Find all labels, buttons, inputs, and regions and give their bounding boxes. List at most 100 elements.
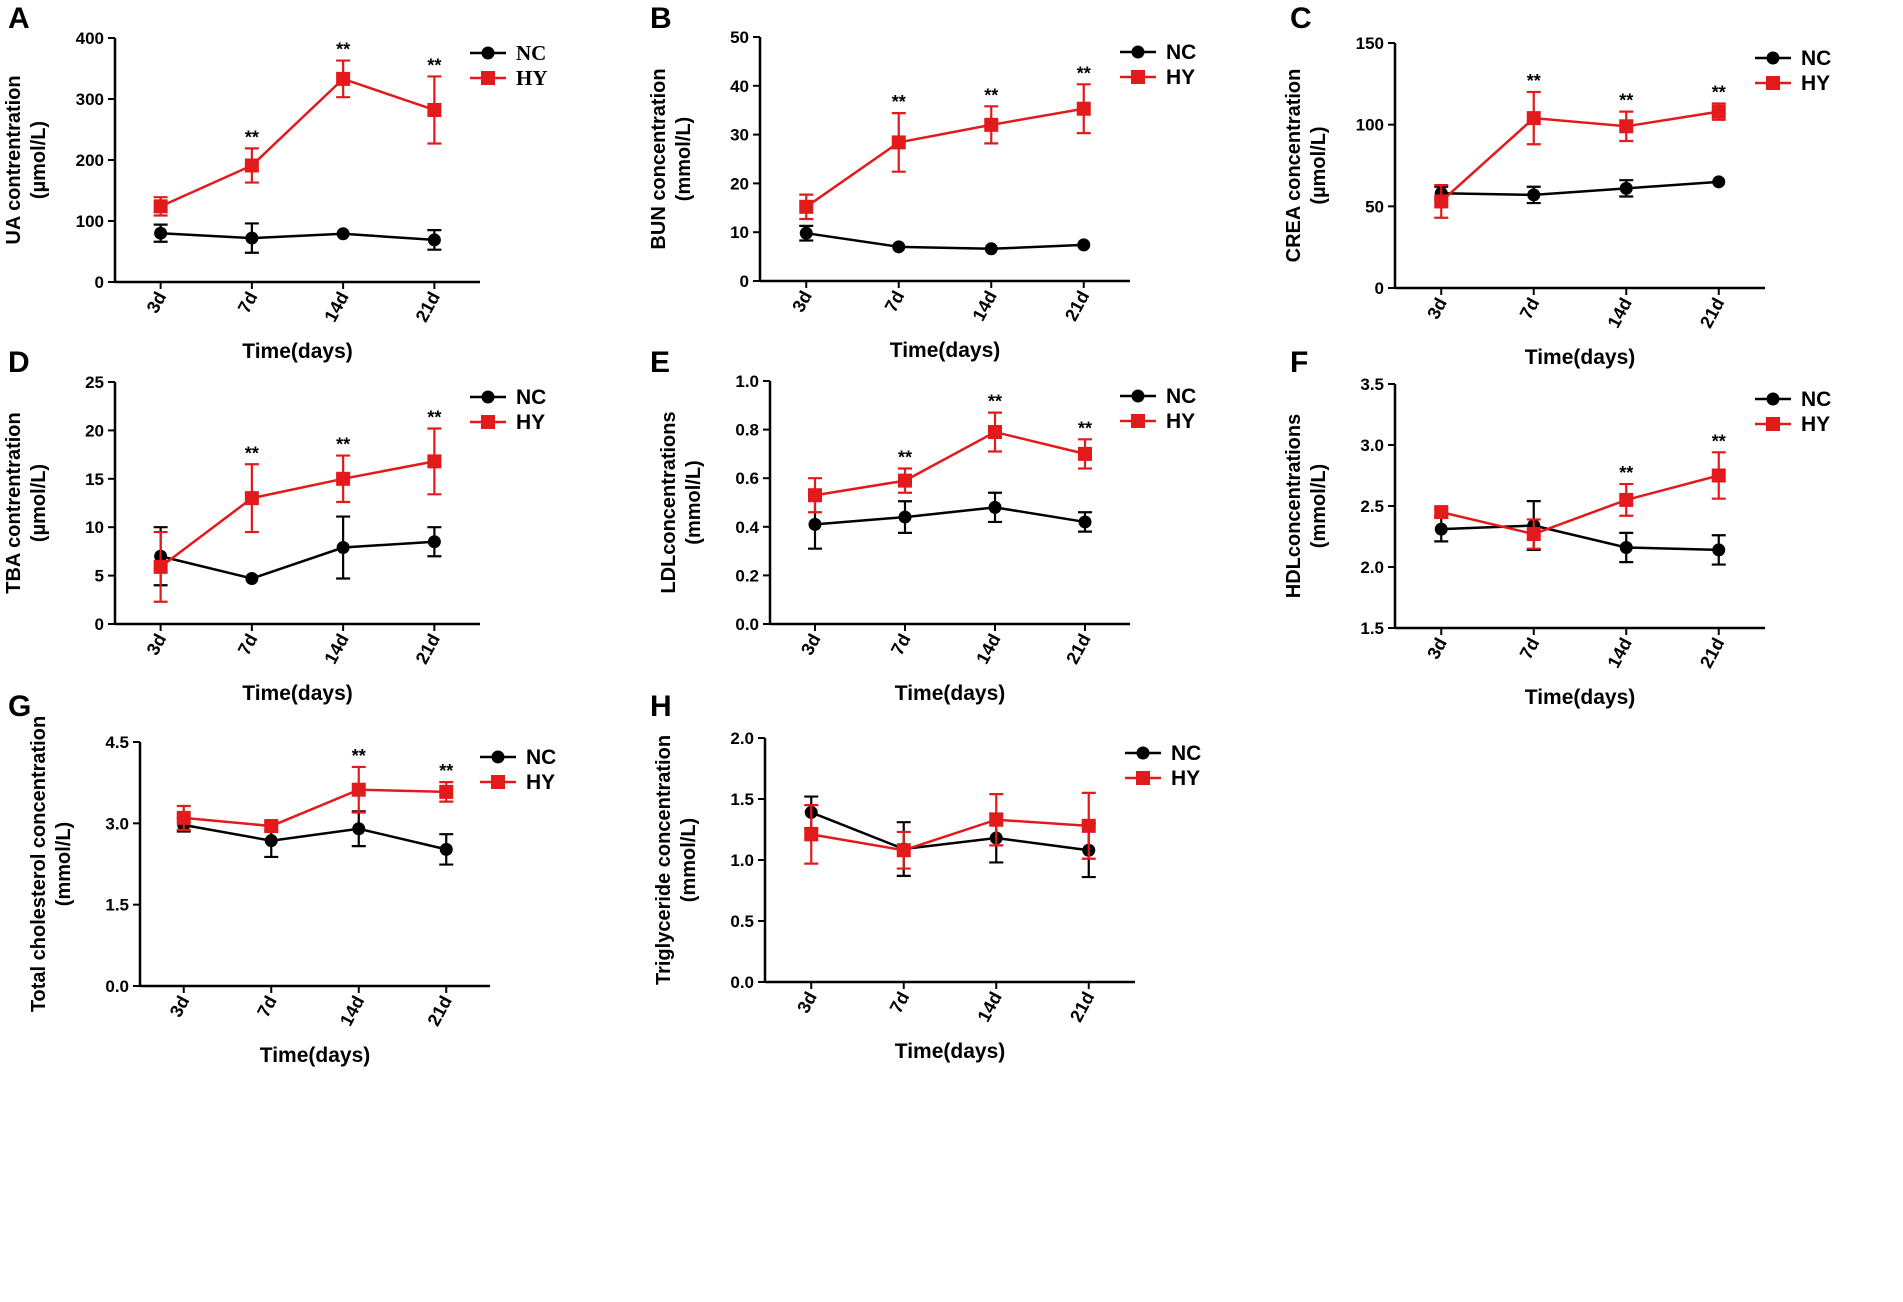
significance-label: ** <box>336 435 350 455</box>
chart-svg-f: F 1.5 2.0 2.5 3.0 3.5 3d 7d 14d 21d Time(days) HDLc… <box>1283 346 1831 709</box>
data-point-hy <box>176 810 191 825</box>
x-axis-title: Time(days) <box>242 682 353 705</box>
y-tick-label: 3.0 <box>1360 436 1384 455</box>
x-tick-label: 3d <box>1423 634 1451 662</box>
series-hy <box>176 765 454 834</box>
y-tick-label: 100 <box>1356 116 1384 135</box>
data-point-hy <box>808 488 822 503</box>
y-tick-label: 0.5 <box>730 912 754 931</box>
y-tick-label: 10 <box>730 223 749 242</box>
data-point-hy <box>1711 468 1726 483</box>
y-tick-label: 20 <box>730 174 749 193</box>
series-line-hy <box>1440 474 1720 536</box>
significance-label: ** <box>427 407 441 427</box>
x-tick-label: 21d <box>1696 634 1728 671</box>
y-tick-label: 0.4 <box>735 518 759 537</box>
series-line-nc <box>810 811 1089 852</box>
x-tick-label: 21d <box>1061 287 1093 324</box>
series-line-nc <box>806 231 1084 251</box>
data-point-hy <box>427 102 442 117</box>
data-point-nc <box>427 535 441 549</box>
series-nc <box>808 491 1092 550</box>
y-tick-label: 0.0 <box>105 977 129 996</box>
panel-label-e: E <box>650 346 670 379</box>
legend-marker-nc <box>1131 389 1145 403</box>
y-tick-label: 0.8 <box>735 421 759 440</box>
x-tick-label: 7d <box>234 630 262 658</box>
data-point-hy <box>1526 111 1541 126</box>
y-tick-label: 1.0 <box>735 372 759 391</box>
data-point-nc <box>1077 238 1091 252</box>
data-point-nc <box>264 834 278 848</box>
panel-label-h: H <box>650 690 672 723</box>
data-point-hy <box>799 199 814 214</box>
y-axis-title: (µmol/L) <box>1308 126 1330 204</box>
x-tick-label: 21d <box>1696 294 1728 331</box>
legend-marker-nc <box>1131 45 1145 59</box>
x-tick-label: 3d <box>166 992 194 1020</box>
x-tick-label: 21d <box>1062 630 1094 667</box>
significance-label: ** <box>245 127 259 147</box>
significance-label: ** <box>898 447 912 467</box>
data-point-hy <box>264 819 279 834</box>
data-point-hy <box>1619 119 1634 134</box>
x-tick-label: 3d <box>793 988 821 1016</box>
data-point-hy <box>244 158 259 173</box>
legend-label-nc: NC <box>1166 41 1196 64</box>
y-tick-label: 30 <box>730 126 749 145</box>
x-tick-label: 7d <box>234 288 262 316</box>
x-tick-label: 14d <box>972 630 1004 667</box>
x-tick-label: 14d <box>974 988 1006 1025</box>
x-axis-title: Time(days) <box>1525 686 1636 709</box>
legend-label-hy: HY <box>516 66 548 90</box>
data-point-hy <box>153 199 168 214</box>
x-tick-label: 14d <box>1604 634 1636 671</box>
x-tick-label: 14d <box>320 630 352 667</box>
data-point-hy <box>1076 101 1091 116</box>
chart-svg-b: B 0 10 20 30 40 50 3d 7d 14d 21d Time(days) BUN conc… <box>648 2 1196 362</box>
significance-label: ** <box>988 392 1002 412</box>
significance-label: ** <box>1078 418 1092 438</box>
series-line-hy <box>811 818 1089 852</box>
x-tick-label: 7d <box>1516 634 1544 662</box>
series-line-hy <box>814 430 1086 497</box>
series-line-hy <box>1440 110 1719 203</box>
series-line-nc <box>814 506 1086 526</box>
panel-b: B 0 10 20 30 40 50 3d 7d 14d 21d Time(days) BUN conc… <box>640 0 1280 430</box>
data-point-nc <box>799 226 813 240</box>
legend-label-hy: HY <box>526 771 555 794</box>
y-tick-label: 400 <box>76 29 104 48</box>
significance-label: ** <box>984 85 998 105</box>
y-tick-label: 1.5 <box>105 896 129 915</box>
data-point-nc <box>1078 515 1092 529</box>
y-axis-title: TBA contrentration <box>3 412 25 593</box>
y-axis-title: CREA concentration <box>1283 69 1305 263</box>
x-axis-title: Time(days) <box>895 1040 1006 1063</box>
panel-f: F 1.5 2.0 2.5 3.0 3.5 3d 7d 14d 21d Time(days) HDLc… <box>1280 346 1903 860</box>
legend-label-hy: HY <box>1801 72 1830 95</box>
panel-label-f: F <box>1290 346 1308 379</box>
panel-h: H 0.0 0.5 1.0 1.5 2.0 3d 7d 14d 21d Time(days) Trig… <box>640 690 1280 1296</box>
y-axis-title: (µmol/L) <box>28 121 50 199</box>
data-point-hy <box>989 812 1004 827</box>
legend-label-hy: HY <box>1171 767 1200 790</box>
x-tick-label: 14d <box>320 288 352 325</box>
panel-e: E 0.0 0.2 0.4 0.6 0.8 1.0 3d 7d 14d 21d Time(days) L… <box>640 346 1280 860</box>
y-tick-label: 50 <box>1365 197 1384 216</box>
significance-label: ** <box>892 92 906 112</box>
y-tick-label: 0 <box>1375 279 1384 298</box>
legend-label-nc: NC <box>1801 388 1831 411</box>
data-point-nc <box>892 240 906 254</box>
y-tick-label: 1.5 <box>1360 619 1384 638</box>
legend-marker-hy <box>1136 771 1150 785</box>
x-axis-title: Time(days) <box>242 340 353 363</box>
panel-c: C 0 50 100 150 3d 7d 14d 21d Time(days) CREA conce… <box>1280 0 1903 430</box>
legend-label-hy: HY <box>1801 413 1830 436</box>
data-point-hy <box>336 471 351 486</box>
significance-label: ** <box>439 761 453 781</box>
x-tick-label: 3d <box>788 287 816 315</box>
series-line-hy <box>183 788 447 828</box>
x-axis-title: Time(days) <box>260 1044 371 1067</box>
x-tick-label: 21d <box>412 630 444 667</box>
y-tick-label: 3.0 <box>105 814 129 833</box>
